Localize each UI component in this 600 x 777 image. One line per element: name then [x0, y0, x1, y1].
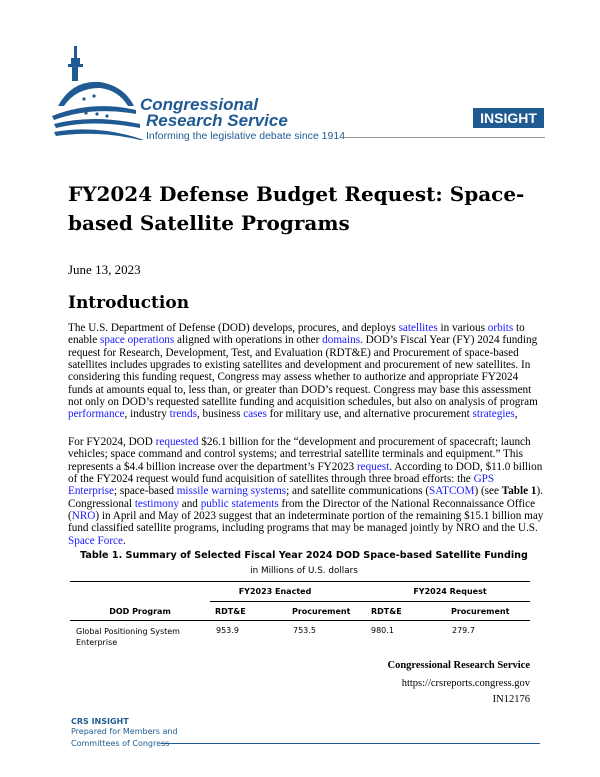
hyperlink[interactable]: Space Force — [68, 534, 123, 547]
cell-procurement-2023: 753.5 — [293, 626, 316, 635]
hyperlink[interactable]: public statements — [200, 497, 279, 510]
text-segment: ; and satellite communications ( — [286, 485, 430, 498]
table-title: Table 1. Summary of Selected Fiscal Year… — [80, 550, 528, 561]
text-segment: The U.S. Department of Defense (DOD) dev… — [68, 322, 399, 334]
text-segment: ) in April and May of 2023 suggest that … — [68, 510, 544, 535]
hyperlink[interactable]: requested — [155, 436, 199, 448]
cell-procurement-2024: 279.7 — [452, 626, 475, 635]
section-heading: Introduction — [68, 293, 190, 313]
hyperlink[interactable]: space operations — [100, 334, 175, 347]
text-segment: and — [178, 497, 201, 510]
col-header-program: DOD Program — [109, 607, 171, 616]
footer-org: Congressional Research Service — [387, 660, 530, 671]
hyperlink[interactable]: domains — [322, 334, 361, 347]
cell-program: Global Positioning System Enterprise — [76, 627, 180, 647]
text-segment: . According to DOD, $11.0 billion of the… — [68, 460, 543, 486]
footer-rule — [161, 743, 540, 744]
hyperlink[interactable]: satellites — [398, 322, 438, 334]
group-header-fy2024: FY2024 Request — [413, 587, 487, 596]
paragraph-2: For FY2024, DOD requested $26.1 billion … — [68, 436, 544, 547]
text-segment: , — [514, 408, 518, 421]
insight-badge: INSIGHT — [473, 108, 544, 128]
text-segment: to enable — [68, 322, 525, 347]
col-header-rdte-2024: RDT&E — [371, 607, 402, 616]
hyperlink[interactable]: request — [356, 460, 390, 473]
text-segment: For FY2024, DOD — [68, 436, 156, 448]
table-group-rule — [210, 601, 530, 602]
paragraph-1: The U.S. Department of Defense (DOD) dev… — [68, 322, 544, 421]
publication-date: June 13, 2023 — [68, 262, 141, 277]
text-segment: in various — [437, 322, 488, 334]
text-segment: from the Director of the National Reconn… — [68, 497, 536, 523]
col-header-rdte-2023: RDT&E — [215, 607, 246, 616]
logo-text-congressional: Congressional — [140, 95, 259, 114]
capitol-dome-logo — [52, 46, 144, 140]
footer-report-id: IN12176 — [492, 694, 530, 705]
text-segment: , industry — [124, 408, 170, 421]
hyperlink[interactable]: missile warning systems — [176, 485, 287, 498]
col-header-procurement-2023: Procurement — [292, 607, 351, 616]
text-segment: , business — [196, 408, 244, 421]
text-segment: . DOD’s Fiscal Year (FY) 2024 funding re… — [68, 334, 538, 409]
hyperlink[interactable]: strategies — [472, 408, 515, 421]
cell-rdte-2023: 953.9 — [216, 626, 239, 635]
group-header-fy2023: FY2023 Enacted — [238, 587, 312, 596]
hyperlink[interactable]: testimony — [134, 497, 179, 510]
text-segment: for military use, and alternative procur… — [266, 408, 473, 421]
hyperlink[interactable]: GPS Enterprise — [68, 473, 495, 498]
logo-text-research-service: Research Service — [146, 111, 288, 130]
hyperlink[interactable]: trends — [169, 408, 197, 421]
footer-crs-insight: CRS INSIGHT — [71, 717, 129, 726]
hyperlink[interactable]: SATCOM — [429, 485, 475, 498]
header-rule — [345, 137, 545, 138]
col-header-procurement-2024: Procurement — [451, 607, 510, 616]
text-segment: aligned with operations in other — [174, 334, 323, 347]
cell-rdte-2024: 980.1 — [371, 626, 394, 635]
footer-url[interactable]: https://crsreports.congress.gov — [401, 678, 530, 689]
table-top-rule — [70, 581, 530, 582]
hyperlink[interactable]: cases — [243, 408, 267, 421]
footer-prepared-line2: Committees of Congress — [71, 739, 170, 748]
logo-tagline: Informing the legislative debate since 1… — [146, 130, 346, 142]
footer-prepared-line1: Prepared for Members and — [71, 727, 178, 736]
text-segment: ). Congressional — [68, 485, 544, 510]
text-segment: . — [122, 534, 126, 547]
text-segment: ) (see — [474, 485, 502, 498]
table-header-rule — [70, 620, 530, 621]
table-reference: Table 1 — [501, 485, 537, 498]
table-subtitle: in Millions of U.S. dollars — [250, 566, 358, 576]
text-segment: $26.1 billion for the “development and p… — [68, 436, 531, 473]
page-title: FY2024 Defense Budget Request: Space-bas… — [68, 182, 525, 235]
text-segment: ; space-based — [113, 485, 177, 498]
hyperlink[interactable]: orbits — [487, 322, 514, 334]
hyperlink[interactable]: performance — [68, 408, 125, 421]
hyperlink[interactable]: NRO — [71, 510, 96, 523]
